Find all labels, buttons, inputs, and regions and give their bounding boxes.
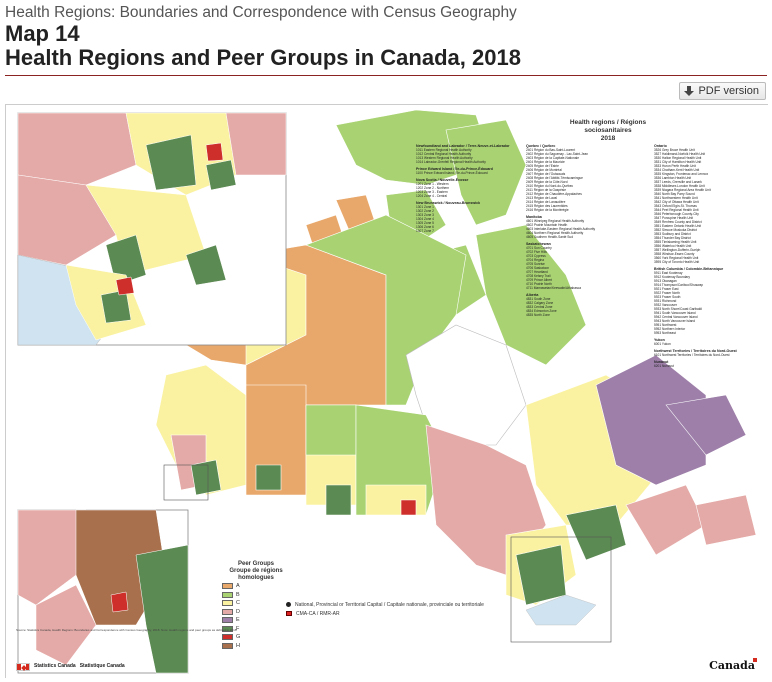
legend-swatch (222, 608, 233, 615)
legend-swatch (222, 625, 233, 632)
map-footnote: Source: Statistics Canada, Health Region… (16, 628, 238, 632)
statcan-name-en: Statistics Canada (34, 663, 76, 670)
map-number: Map 14 (5, 21, 80, 46)
legend-subtitle: Groupe de régions homologues (229, 568, 283, 581)
region-list-col-3: Ontario 3526 Grey Bruce Health Unit 3527… (654, 144, 737, 368)
legend-label: F (236, 625, 240, 632)
legend-label: D (236, 608, 240, 615)
map-image: Health regions / Régions sociosanitaires… (5, 104, 769, 679)
capital-label: National, Provincial or Territorial Capi… (295, 601, 484, 608)
capital-star-icon (286, 602, 291, 607)
legend-item: D (222, 608, 296, 617)
legend-title: Peer Groups (237, 561, 274, 567)
legend-swatch (222, 600, 233, 607)
title-divider (5, 75, 767, 76)
legend-item: G (222, 633, 296, 642)
legend-item: C (222, 599, 296, 608)
legend-label: H (236, 642, 240, 649)
legend-item: B (222, 591, 296, 600)
pdf-version-button[interactable]: PDF version (679, 82, 766, 100)
legend-label: E (236, 617, 240, 624)
legend-swatch (222, 634, 233, 641)
legend-swatch (222, 591, 233, 598)
region-list-col-1: Newfoundland and Labrador / Terre-Neuve-… (416, 144, 510, 233)
canada-flag-icon (16, 663, 30, 671)
legend-label: B (236, 591, 240, 598)
legend-label: G (236, 634, 241, 641)
map-title: Health Regions and Peer Groups in Canada… (5, 45, 521, 70)
canada-health-regions-map (6, 105, 769, 679)
breadcrumb: Health Regions: Boundaries and Correspon… (5, 4, 517, 21)
cma-swatch (286, 611, 292, 616)
page-title: Map 14 Health Regions and Peer Groups in… (5, 22, 521, 70)
peer-group-legend: Peer Groups Groupe de régions homologues… (216, 561, 296, 650)
legend-item: A (222, 582, 296, 591)
legend-item: H (222, 642, 296, 651)
statcan-signature: Statistics Canada Statistique Canada (16, 663, 125, 671)
cma-label: CMA-CA / RMR-AR (296, 610, 340, 617)
statcan-name-fr: Statistique Canada (79, 663, 125, 670)
canada-wordmark: Canada (709, 658, 757, 672)
symbol-legend: National, Provincial or Territorial Capi… (286, 600, 484, 618)
legend-item: E (222, 616, 296, 625)
legend-swatch (222, 642, 233, 649)
legend-swatch (222, 617, 233, 624)
legend-label: C (236, 600, 240, 607)
region-list-title: Health regions / Régions sociosanitaires… (569, 119, 647, 142)
region-list-col-2: Quebec / Québec 2401 Région du Bas-Saint… (526, 144, 596, 317)
legend-label: A (236, 583, 240, 590)
download-icon (684, 85, 695, 97)
legend-item: F (222, 625, 296, 634)
legend-swatch (222, 583, 233, 590)
pdf-version-label: PDF version (698, 85, 759, 97)
